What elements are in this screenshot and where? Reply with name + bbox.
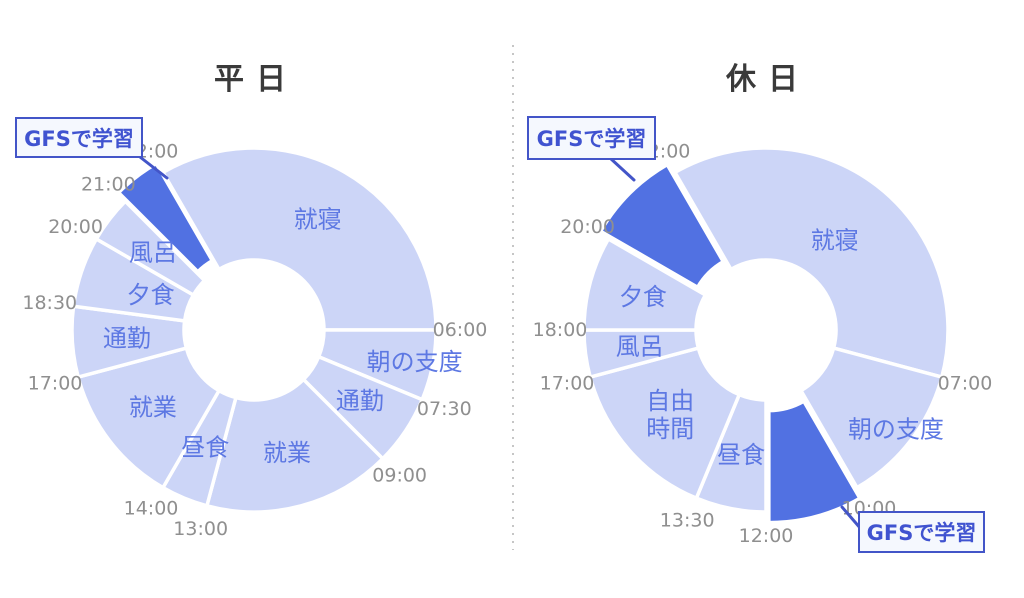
slice-label: 夕食: [619, 283, 667, 311]
pie-slice-就業: [205, 377, 385, 514]
slice-label: 通勤: [336, 387, 384, 415]
divider-dotted-line: [512, 45, 514, 550]
slice-label: 風呂: [616, 333, 664, 361]
slice-label: 朝の支度: [367, 348, 463, 376]
time-tick-label: 18:30: [22, 292, 77, 314]
slice-label: 就寝: [294, 206, 342, 234]
time-tick-label: 14:00: [124, 497, 179, 519]
slice-label: 就寝: [811, 226, 859, 254]
holiday-donut-chart: 就寝22:00朝の支度07:0010:00昼食12:00自由時間13:30風呂1…: [533, 141, 993, 547]
time-tick-label: 17:00: [28, 372, 83, 394]
slice-label: 朝の支度: [848, 416, 944, 444]
time-tick-label: 07:30: [417, 398, 472, 420]
pie-slice-朝の支度: [799, 346, 944, 490]
time-tick-label: 09:00: [372, 465, 427, 487]
callout-text: GFSで学習: [24, 126, 134, 151]
pie-slice-gfs-study: [598, 162, 725, 289]
time-tick-label: 18:00: [533, 319, 588, 341]
time-tick-label: 20:00: [560, 216, 615, 238]
time-tick-label: 12:00: [739, 525, 794, 547]
weekday-title: 平日: [214, 62, 298, 97]
holiday-title: 休日: [726, 62, 810, 97]
callout-text: GFSで学習: [866, 521, 977, 545]
callout-leader-line: [138, 155, 169, 180]
callout-leader-line: [608, 156, 636, 182]
time-tick-label: 20:00: [48, 216, 103, 238]
pie-slice-夕食: [582, 237, 708, 332]
pie-slice-就寝: [161, 146, 438, 332]
time-tick-label: 17:00: [540, 372, 595, 394]
time-tick-label: 13:30: [660, 509, 715, 531]
pie-slice-就寝: [673, 146, 950, 379]
gfs-study-callout-weekday: GFSで学習: [15, 117, 143, 158]
time-tick-label: 06:00: [433, 319, 488, 341]
gfs-study-callout-holiday-morning: GFSで学習: [858, 511, 985, 553]
slice-label: 昼食: [717, 441, 765, 469]
time-tick-label: 07:00: [938, 372, 993, 394]
time-tick-label: 21:00: [81, 173, 136, 195]
callout-leader-line: [840, 505, 863, 531]
slice-label: 就業: [129, 394, 177, 422]
gfs-study-callout-holiday-evening: GFSで学習: [527, 116, 656, 160]
pie-slice-就業: [76, 346, 221, 490]
slice-label: 夕食: [127, 281, 175, 309]
pie-slice-gfs-study: [767, 399, 862, 525]
slice-label: 通勤: [103, 324, 151, 352]
slice-label: 自由時間: [646, 387, 694, 443]
pie-slice-自由時間: [588, 346, 741, 500]
pie-slice-gfs-study: [116, 161, 215, 274]
slice-label: 昼食: [181, 434, 229, 462]
slice-label: 就業: [263, 439, 311, 467]
time-tick-label: 13:00: [173, 518, 228, 540]
callout-text: GFSで学習: [536, 127, 647, 151]
slice-label: 風呂: [129, 238, 177, 266]
